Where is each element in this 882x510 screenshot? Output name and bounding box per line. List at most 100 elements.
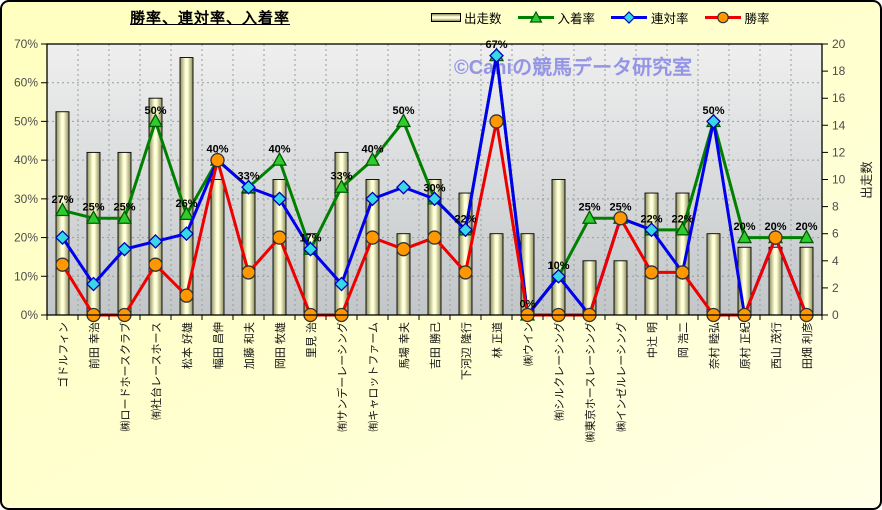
left-axis-tick-label: 50% bbox=[14, 114, 38, 128]
data-label: 20% bbox=[795, 221, 817, 233]
data-label: 22% bbox=[640, 213, 662, 225]
data-label: 27% bbox=[51, 194, 73, 206]
data-label: 30% bbox=[423, 182, 445, 194]
marker-triangle-place-rate bbox=[116, 209, 133, 224]
right-axis-tick-label: 0 bbox=[832, 308, 839, 322]
right-axis-tick-label: 2 bbox=[832, 281, 839, 295]
marker-triangle-place-rate bbox=[736, 229, 753, 244]
marker-triangle-place-rate bbox=[581, 209, 598, 224]
category-label: ㈱ウイン bbox=[522, 322, 535, 366]
marker-diamond-quinella-rate bbox=[489, 48, 504, 64]
data-label: 67% bbox=[485, 39, 507, 51]
category-label: 加藤 和夫 bbox=[243, 322, 256, 369]
legend-label-quinella-rate: 連対率 bbox=[651, 11, 689, 26]
category-label: 馬場 幸夫 bbox=[398, 322, 411, 369]
data-label: 17% bbox=[299, 233, 321, 245]
bar-starts bbox=[582, 260, 597, 316]
right-axis-tick-label: 10 bbox=[832, 173, 846, 187]
legend-triangle-line-icon bbox=[517, 10, 554, 23]
marker-circle-win-rate bbox=[489, 114, 504, 129]
marker-diamond-quinella-rate bbox=[303, 241, 318, 257]
category-label: 下河辺 隆行 bbox=[459, 322, 473, 380]
category-label: 吉田 勝己 bbox=[428, 322, 442, 369]
left-axis-tick-label: 20% bbox=[14, 231, 38, 245]
marker-triangle-place-rate bbox=[147, 113, 164, 128]
data-label: 25% bbox=[609, 202, 631, 214]
category-label: ゴドルフィン bbox=[56, 322, 70, 388]
marker-circle-win-rate bbox=[148, 257, 163, 272]
marker-diamond-quinella-rate bbox=[458, 222, 473, 238]
bar-starts bbox=[210, 179, 225, 316]
marker-diamond-quinella-rate bbox=[334, 276, 349, 292]
marker-triangle-place-rate bbox=[798, 229, 815, 244]
left-axis-tick-label: 10% bbox=[14, 269, 38, 283]
marker-diamond-quinella-rate bbox=[644, 222, 659, 238]
category-label: ㈱東京ホースレーシング bbox=[583, 322, 597, 442]
marker-triangle-place-rate bbox=[178, 205, 195, 220]
category-label: 林 正道 bbox=[490, 322, 504, 358]
right-axis-tick-label: 14 bbox=[832, 118, 846, 132]
data-label: 25% bbox=[82, 202, 104, 214]
legend-item-quinella-rate: 連対率 bbox=[610, 8, 689, 27]
marker-diamond-quinella-rate bbox=[396, 179, 411, 195]
data-label: 40% bbox=[206, 144, 228, 156]
data-label: 26% bbox=[175, 198, 197, 210]
category-label: ㈱ロードホースクラブ bbox=[118, 322, 132, 431]
marker-circle-win-rate bbox=[458, 265, 473, 280]
category-label: 奈村 睦弘 bbox=[707, 322, 721, 369]
right-axis-tick-label: 4 bbox=[832, 254, 839, 268]
category-label: 田畑 利彦 bbox=[800, 322, 814, 369]
marker-circle-win-rate bbox=[179, 288, 194, 303]
marker-diamond-quinella-rate bbox=[427, 191, 442, 207]
data-label: 22% bbox=[671, 213, 693, 225]
marker-diamond-quinella-rate bbox=[148, 234, 163, 249]
legend: 出走数 入着率 連対率 勝率 bbox=[431, 8, 770, 26]
legend-circle-line-icon bbox=[704, 11, 741, 23]
category-label: ㈲社台レースホース bbox=[149, 322, 163, 420]
legend-item-win-rate: 勝率 bbox=[704, 8, 770, 27]
marker-diamond-quinella-rate bbox=[117, 241, 132, 257]
marker-circle-win-rate bbox=[396, 242, 411, 257]
marker-circle-win-rate bbox=[644, 265, 659, 280]
category-label: 前田 幸治 bbox=[87, 322, 101, 369]
category-label: ㈱インゼルレーシング bbox=[614, 322, 628, 432]
category-label: ㈲サンデーレーシング bbox=[335, 322, 349, 432]
marker-circle-win-rate bbox=[427, 230, 442, 245]
data-label: 25% bbox=[578, 202, 600, 214]
right-axis-tick-label: 6 bbox=[832, 227, 839, 241]
category-label: 原村 正紀 bbox=[738, 322, 752, 369]
right-axis-title: 出走数 bbox=[859, 161, 874, 199]
legend-diamond-line-icon bbox=[611, 10, 648, 24]
marker-triangle-place-rate bbox=[54, 202, 71, 217]
left-axis-tick-label: 0% bbox=[21, 308, 39, 322]
category-label: 松本 好雄 bbox=[180, 322, 194, 369]
marker-diamond-quinella-rate bbox=[86, 276, 101, 292]
marker-triangle-place-rate bbox=[85, 209, 102, 224]
bar-starts bbox=[706, 233, 721, 316]
data-label: 40% bbox=[268, 144, 290, 156]
right-axis-tick-label: 18 bbox=[832, 64, 846, 78]
marker-circle-win-rate bbox=[241, 265, 256, 280]
right-axis-tick-label: 12 bbox=[832, 145, 846, 159]
left-axis-tick-label: 40% bbox=[14, 153, 38, 167]
marker-diamond-quinella-rate bbox=[365, 191, 380, 207]
category-label: 里見 治 bbox=[304, 322, 318, 358]
left-axis-tick-label: 30% bbox=[14, 192, 38, 206]
marker-diamond-quinella-rate bbox=[551, 268, 566, 284]
data-label: 20% bbox=[733, 221, 755, 233]
data-label: 22% bbox=[454, 213, 476, 225]
marker-diamond-quinella-rate bbox=[179, 226, 194, 242]
category-label: ㈲キャロットファーム bbox=[367, 322, 380, 432]
marker-triangle-place-rate bbox=[333, 178, 350, 193]
category-label: 西山 茂行 bbox=[769, 322, 783, 369]
category-label: 中辻 明 bbox=[645, 322, 659, 358]
marker-diamond-quinella-rate bbox=[55, 230, 70, 245]
marker-triangle-place-rate bbox=[271, 151, 288, 166]
legend-item-starts: 出走数 bbox=[431, 8, 502, 27]
category-label: 幅田 昌伸 bbox=[212, 322, 225, 369]
bar-starts bbox=[644, 192, 659, 316]
marker-circle-win-rate bbox=[272, 230, 287, 245]
category-label: 岡田 牧雄 bbox=[273, 322, 287, 369]
